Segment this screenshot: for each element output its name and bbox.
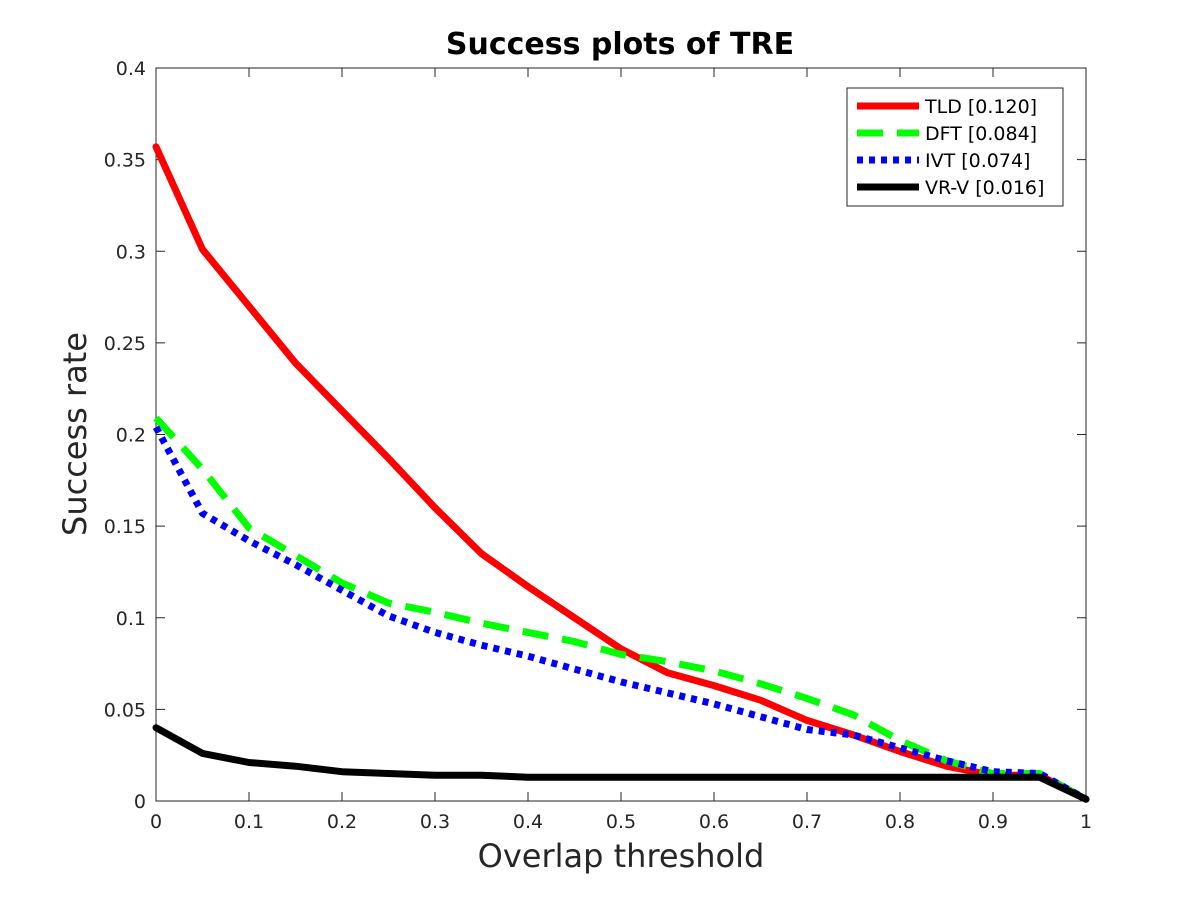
y-tick-label: 0.3 [116, 241, 146, 263]
legend-label-3: VR-V [0.016] [925, 177, 1044, 199]
y-tick-label: 0.05 [104, 699, 146, 721]
series-line-0 [152, 143, 1090, 803]
y-tick-label: 0.15 [104, 516, 146, 538]
series-line-3 [152, 724, 1090, 803]
y-tick-label: 0.2 [116, 425, 146, 447]
y-tick-label: 0.1 [116, 608, 146, 630]
series-lines [152, 143, 1090, 803]
x-tick-label: 0.6 [699, 811, 729, 833]
y-tick-label: 0 [134, 791, 146, 813]
x-tick-label: 0.2 [327, 811, 357, 833]
x-tick-label: 0.7 [792, 811, 822, 833]
legend-label-0: TLD [0.120] [924, 96, 1037, 118]
x-tick-label: 0.3 [420, 811, 450, 833]
legend-label-1: DFT [0.084] [925, 123, 1037, 145]
x-tick-label: 0.4 [513, 811, 543, 833]
y-axis-label: Success rate [56, 332, 94, 536]
y-tick-label: 0.35 [104, 150, 146, 172]
x-tick-label: 0.8 [885, 811, 915, 833]
x-tick-label: 1 [1080, 811, 1092, 833]
y-tick-label: 0.25 [104, 333, 146, 355]
series-line-1 [153, 415, 1088, 803]
chart-title: Success plots of TRE [446, 27, 794, 62]
y-tick-label: 0.4 [116, 58, 146, 80]
legend-label-2: IVT [0.074] [925, 150, 1030, 172]
x-tick-label: 0.1 [234, 811, 264, 833]
series-line-2 [152, 425, 1088, 803]
x-tick-label: 0.9 [978, 811, 1008, 833]
axis-ticks: 0 0.1 0.2 0.3 0.4 0.5 0.6 0.7 0.8 0.9 1 0 0.05 0.1 0.1… [104, 58, 1092, 833]
x-tick-label: 0.5 [606, 811, 636, 833]
x-axis-label: Overlap threshold [478, 837, 765, 875]
x-tick-label: 0 [150, 811, 162, 833]
legend: TLD [0.120] DFT [0.084] IVT [0.074] VR-V [0… [846, 87, 1064, 207]
